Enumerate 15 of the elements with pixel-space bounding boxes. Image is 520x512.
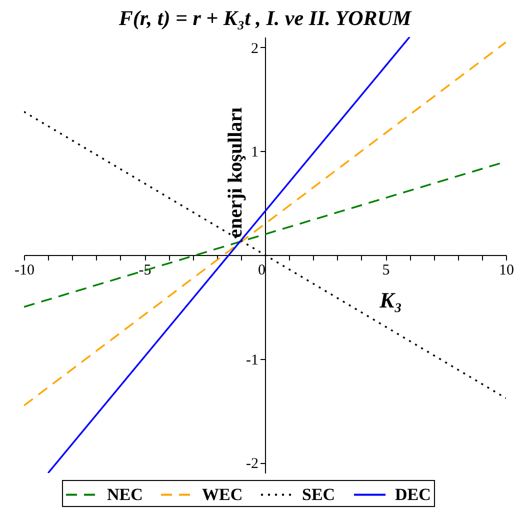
x-tick-label: -10 [14,262,34,278]
x-tick-label: 0 [258,262,266,278]
y-tick-label: -2 [246,456,258,472]
y-axis-title: enerji koşulları [224,106,246,238]
chart-title: F(r, t) = r + K₃t , I. ve II. YORUM [118,6,412,30]
y-tick-label: -1 [246,352,258,368]
y-tick-label: 1 [251,144,258,161]
x-axis-title: K₃ [378,288,402,312]
legend-label: DEC [395,484,431,504]
legend-label: NEC [107,484,143,504]
legend-label: SEC [302,484,336,504]
y-tick-label: 2 [251,40,258,57]
x-tick-label: 5 [382,262,390,278]
x-tick-label: 10 [499,262,514,278]
legend-label: WEC [202,484,243,504]
